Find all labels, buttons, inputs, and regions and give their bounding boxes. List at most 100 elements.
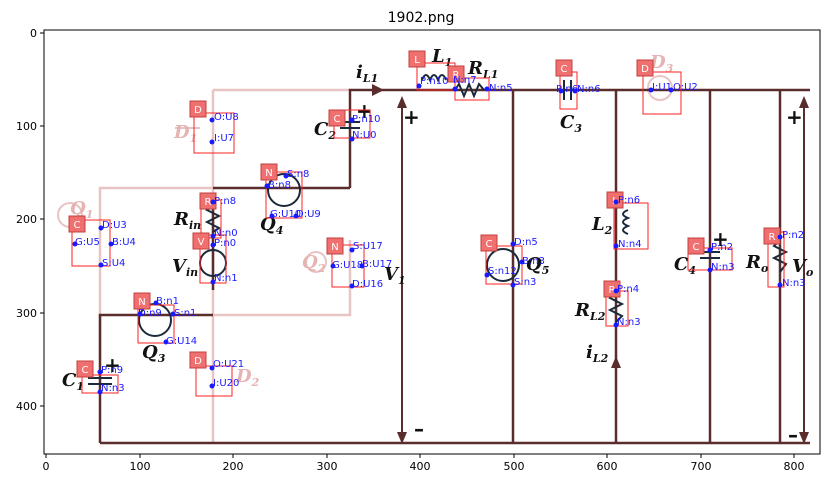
pin-label: N:n5 bbox=[489, 83, 513, 94]
pin-label: B:n8 bbox=[268, 180, 291, 191]
pin-label: D:U9 bbox=[296, 209, 321, 220]
tag-c4: C bbox=[693, 242, 700, 253]
label-c1: C1 bbox=[62, 370, 84, 393]
minus-sign: – bbox=[414, 417, 424, 441]
label-q2: Q2 bbox=[302, 252, 326, 275]
pin-label: I:U1 bbox=[652, 82, 672, 93]
arrow-up-icon bbox=[397, 96, 407, 108]
y-tick-label: 300 bbox=[16, 307, 37, 320]
arrow-up-icon bbox=[799, 96, 809, 108]
pin-label: D:U3 bbox=[102, 220, 127, 231]
current-arrow-icon bbox=[611, 356, 621, 368]
x-tick-label: 200 bbox=[223, 460, 244, 473]
y-tick-label: 400 bbox=[16, 400, 37, 413]
label-vo: Vo bbox=[792, 256, 813, 279]
x-tick-label: 0 bbox=[43, 460, 50, 473]
current-arrow-icon bbox=[372, 84, 384, 96]
pin-label: O:U21 bbox=[213, 359, 244, 370]
tag-q1: C bbox=[74, 220, 81, 231]
transistor-q4-icon bbox=[267, 173, 301, 207]
label-il1: iL1 bbox=[356, 62, 378, 85]
tag-q5: C bbox=[486, 239, 493, 250]
category-tags: L R C D C D N R V C N C L C R R N C D bbox=[68, 50, 781, 378]
x-tick-label: 800 bbox=[784, 460, 805, 473]
minus-sign: – bbox=[788, 423, 798, 447]
pin-label: N:n3 bbox=[617, 317, 641, 328]
pin-label: O:U2 bbox=[673, 82, 698, 93]
pin-label: B:n1 bbox=[156, 296, 179, 307]
tag-q4: N bbox=[265, 168, 272, 179]
pin-label: N:n0 bbox=[214, 228, 238, 239]
x-tick-label: 400 bbox=[410, 460, 431, 473]
pin-label: D:U16 bbox=[352, 279, 383, 290]
tag-c2: C bbox=[334, 114, 341, 125]
plus-sign: + bbox=[403, 105, 420, 129]
label-d1: D1 bbox=[173, 122, 197, 145]
pin-label: D:n5 bbox=[514, 237, 538, 248]
pin-label: P:n9 bbox=[101, 365, 123, 376]
pin-label: P:n10 bbox=[420, 76, 448, 87]
label-rin: Rin bbox=[173, 209, 201, 232]
label-q4: Q4 bbox=[260, 214, 283, 237]
pin-label: G:U10 bbox=[270, 209, 301, 220]
pin-label: P:n4 bbox=[617, 284, 639, 295]
plus-sign: + bbox=[104, 353, 121, 377]
pin-label: S:n1 bbox=[174, 308, 196, 319]
resistor-rl1-icon bbox=[454, 81, 485, 99]
resistor-ro-icon bbox=[771, 239, 789, 273]
plus-sign: + bbox=[712, 227, 729, 251]
label-c3: C3 bbox=[560, 112, 582, 135]
x-tick-label: 500 bbox=[504, 460, 525, 473]
y-tick-label: 200 bbox=[16, 213, 37, 226]
tag-c1: C bbox=[82, 365, 89, 376]
pin-label: S:n12 bbox=[488, 266, 517, 277]
tag-ro: R bbox=[769, 232, 776, 243]
pin-label: P:n6 bbox=[618, 195, 640, 206]
pin-label: P:n0 bbox=[214, 238, 236, 249]
pin-label: S:U4 bbox=[102, 258, 125, 269]
pin-label: S:n3 bbox=[514, 277, 536, 288]
tag-rin: R bbox=[205, 197, 212, 208]
y-tick-label: 0 bbox=[30, 27, 37, 40]
pin-label: N:n7 bbox=[453, 75, 477, 86]
pin-label: P:n8 bbox=[214, 196, 236, 207]
label-il2: iL2 bbox=[586, 342, 609, 365]
pin-label: P:n6 bbox=[556, 84, 578, 95]
pin-label: B:U4 bbox=[112, 237, 136, 248]
label-vin: Vin bbox=[172, 256, 198, 279]
x-tick-label: 700 bbox=[691, 460, 712, 473]
pin-label: N:n3 bbox=[101, 383, 125, 394]
pin-points bbox=[72, 83, 783, 395]
pin-label: P:n10 bbox=[352, 114, 380, 125]
pin-label: G:U18 bbox=[332, 260, 363, 271]
plus-sign: + bbox=[786, 105, 803, 129]
pin-annotations: P:n10 N:n7 N:n5 P:n6 N:n6 I:U1 O:U2 P:n1… bbox=[75, 75, 806, 394]
pin-label: P:n2 bbox=[711, 242, 733, 253]
label-ro: Ro bbox=[745, 252, 768, 275]
pin-label: G:U5 bbox=[75, 237, 100, 248]
main-wires bbox=[98, 88, 810, 445]
arrow-down-icon bbox=[799, 432, 809, 444]
tag-vin: V bbox=[198, 237, 205, 248]
x-tick-label: 300 bbox=[317, 460, 338, 473]
tag-d3: D bbox=[641, 64, 649, 75]
plus-sign: + bbox=[356, 99, 373, 123]
pin-label: O:U8 bbox=[214, 112, 239, 123]
arrow-down-icon bbox=[397, 432, 407, 444]
pin-label: P:n2 bbox=[782, 230, 804, 241]
figure-title: 1902.png bbox=[388, 10, 455, 26]
x-axis bbox=[45, 454, 795, 458]
label-c2: C2 bbox=[314, 119, 336, 142]
x-tick-label: 600 bbox=[597, 460, 618, 473]
x-tick-label: 100 bbox=[130, 460, 151, 473]
tag-d2: D bbox=[194, 356, 202, 367]
label-v1: V1 bbox=[384, 264, 406, 287]
transistor-q5-icon bbox=[486, 248, 520, 282]
label-q3: Q3 bbox=[142, 342, 166, 365]
pin-label: N:n4 bbox=[618, 239, 642, 250]
inductor-l1-icon bbox=[421, 74, 447, 83]
y-tick-label: 100 bbox=[16, 120, 37, 133]
inductor-l2-icon bbox=[622, 209, 631, 235]
tag-d1: D bbox=[194, 105, 202, 116]
